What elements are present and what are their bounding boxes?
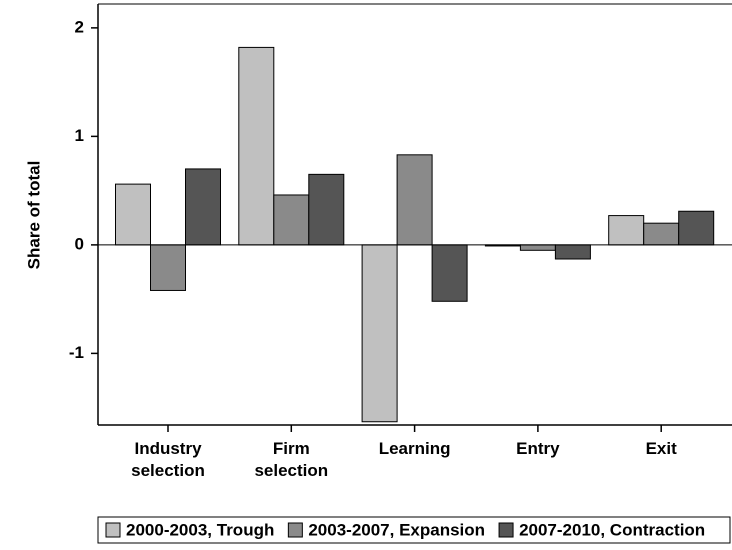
x-tick-label: Exit — [646, 439, 678, 458]
bar — [608, 215, 645, 246]
bar — [431, 244, 468, 302]
bar — [396, 154, 433, 246]
bar — [643, 222, 680, 246]
bar — [238, 46, 275, 246]
bar — [519, 244, 556, 251]
legend-swatch — [105, 522, 121, 538]
legend-swatch — [287, 522, 303, 538]
legend-swatch — [498, 522, 514, 538]
x-tick-label: Learning — [379, 439, 451, 458]
legend-label: 2003-2007, Expansion — [308, 520, 485, 539]
y-axis-label: Share of total — [24, 161, 43, 270]
y-tick-label: 2 — [75, 17, 84, 36]
x-tick-label: Entry — [516, 439, 560, 458]
x-tick-label: Firm selection — [254, 439, 328, 480]
x-tick-label: Industry selection — [131, 439, 205, 480]
legend-box — [97, 516, 731, 544]
legend-label: 2000-2003, Trough — [126, 520, 274, 539]
bar — [273, 194, 310, 246]
bar — [678, 210, 715, 246]
bar — [308, 173, 345, 246]
bar — [554, 244, 591, 260]
y-tick-label: 1 — [75, 126, 84, 145]
y-tick-label: -1 — [69, 343, 84, 362]
y-tick-label: 0 — [75, 234, 84, 253]
legend-label: 2007-2010, Contraction — [519, 520, 705, 539]
bar — [361, 244, 398, 423]
bar — [115, 183, 151, 246]
bar — [150, 244, 186, 291]
bar — [185, 168, 221, 246]
